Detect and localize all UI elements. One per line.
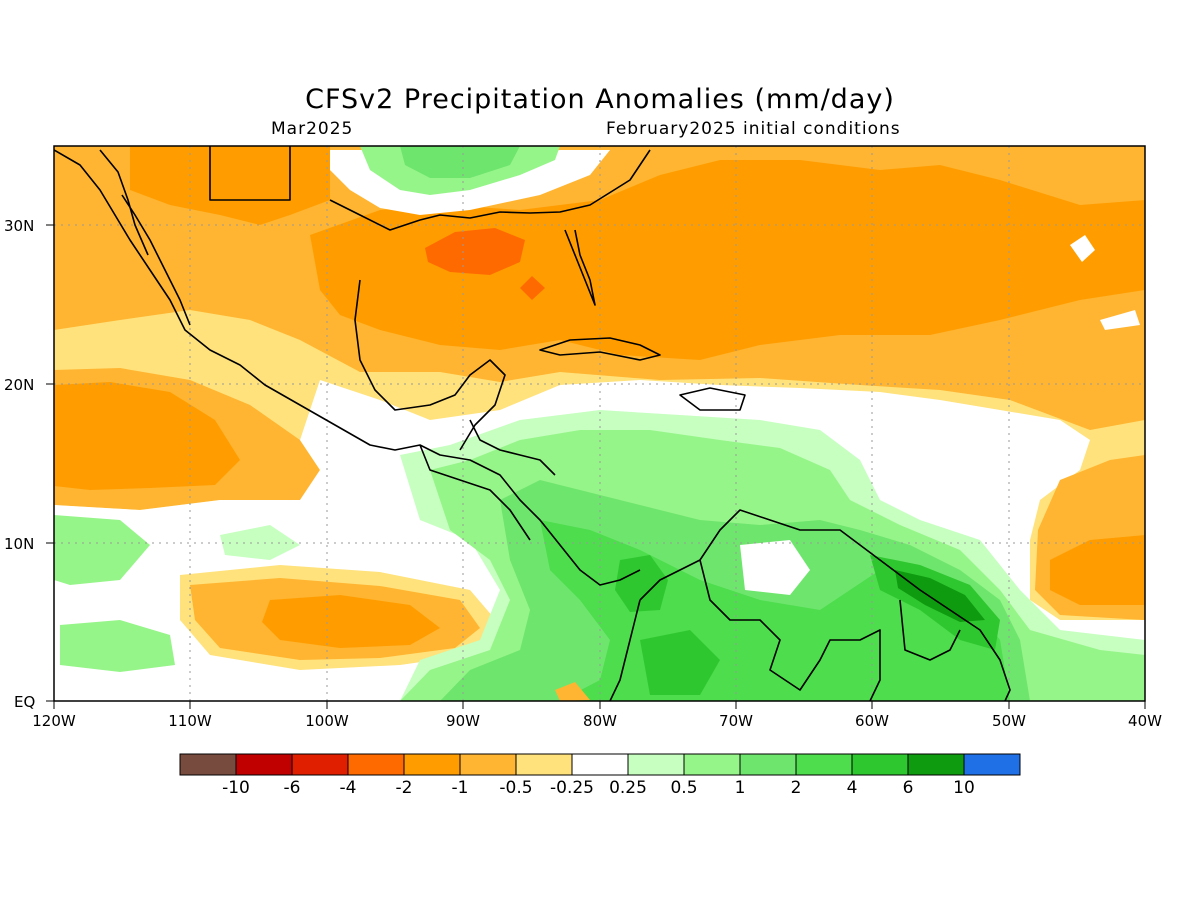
colorbar-label: 6: [903, 778, 914, 798]
lat-label-20n: 20N: [4, 376, 34, 394]
lon-label-120w: 120W: [32, 712, 76, 730]
map-gridlines: [54, 146, 1145, 701]
colorbar-box: [571, 753, 629, 776]
southern-orange-fleck: [555, 682, 590, 701]
atlantic-orange-core: [1050, 535, 1145, 605]
colorbar-box: [627, 753, 685, 776]
colorbar-box: [739, 753, 797, 776]
north-central-orange: [130, 146, 330, 225]
us-green-core: [400, 146, 520, 178]
colorbar-box: [291, 753, 349, 776]
gulf-dark-orange: [425, 228, 525, 275]
colorbar-label: 2: [791, 778, 802, 798]
pacific-green-southwest: [60, 620, 175, 672]
pacific-green-central: [220, 525, 300, 560]
atlantic-neutral-patch: [1070, 235, 1095, 262]
colorbar-label: -10: [222, 778, 250, 798]
forecast-month: Mar2025: [271, 119, 354, 139]
colorbar-box: [403, 753, 461, 776]
initial-conditions-label: February2025 initial conditions: [606, 119, 901, 139]
colorbar-label: 0.25: [609, 778, 647, 798]
colorbar-label: 4: [847, 778, 858, 798]
venezuela-neutral: [740, 540, 810, 595]
lat-label-10n: 10N: [4, 535, 34, 553]
lon-label-100w: 100W: [305, 712, 349, 730]
colorbar-box: [235, 753, 293, 776]
lon-axis: 120W 110W 100W 90W 80W 70W 60W 50W 40W: [32, 701, 1162, 730]
lat-label-eq: EQ: [14, 693, 35, 711]
colorbar-box: [907, 753, 965, 776]
lat-label-30n: 30N: [4, 217, 34, 235]
panama-dark-green: [615, 555, 668, 612]
colorbar: -10 -6 -4 -2 -1 -0.5 -0.25 0.25 0.5 1 2 4 6 10: [179, 753, 1021, 798]
lon-label-50w: 50W: [992, 712, 1026, 730]
gulf-dark-orange-small: [520, 276, 545, 300]
colombia-dark-green: [640, 630, 720, 695]
pacific-orange-core: [262, 595, 440, 648]
colorbar-label: 10: [953, 778, 975, 798]
atlantic-neutral-strip: [1100, 310, 1140, 330]
colorbar-label: -1: [452, 778, 469, 798]
colorbar-label: -2: [396, 778, 413, 798]
pacific-green-west: [54, 515, 150, 585]
colorbar-box: [963, 753, 1021, 776]
lon-label-70w: 70W: [719, 712, 753, 730]
colorbar-label: 1: [735, 778, 746, 798]
colorbar-box: [179, 753, 237, 776]
gulf-atlantic-orange: [310, 160, 1145, 360]
colorbar-label: -4: [340, 778, 357, 798]
colorbar-box: [459, 753, 517, 776]
colorbar-label: 0.5: [670, 778, 697, 798]
colorbar-box: [851, 753, 909, 776]
colorbar-box: [683, 753, 741, 776]
lon-label-80w: 80W: [583, 712, 617, 730]
lon-label-90w: 90W: [446, 712, 480, 730]
colorbar-box: [347, 753, 405, 776]
guiana-darkest-green: [895, 570, 985, 622]
coastlines: [54, 146, 1011, 701]
map-title: CFSv2 Precipitation Anomalies (mm/day): [305, 84, 895, 115]
lon-label-110w: 110W: [168, 712, 212, 730]
colorbar-box: [515, 753, 573, 776]
colorbar-label: -6: [284, 778, 301, 798]
lon-label-60w: 60W: [855, 712, 889, 730]
anomaly-field: [54, 146, 1145, 701]
eastern-pacific-orange-dark: [54, 382, 240, 490]
colorbar-box: [795, 753, 853, 776]
lat-axis: 30N 20N 10N EQ: [4, 217, 54, 711]
lon-label-40w: 40W: [1128, 712, 1162, 730]
colorbar-label: -0.25: [550, 778, 594, 798]
colorbar-label: -0.5: [499, 778, 532, 798]
